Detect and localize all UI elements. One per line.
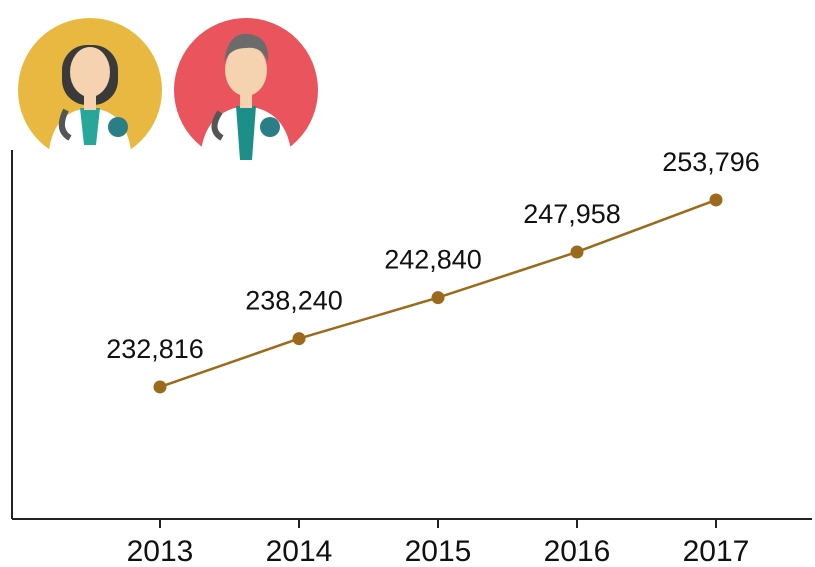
chart: 2013 2014 2015 2016 2017 232,816 238,240 242,84…	[0, 0, 815, 567]
data-point	[432, 291, 445, 304]
data-point	[154, 380, 167, 393]
data-label: 238,240	[245, 286, 343, 316]
x-tick-label: 2016	[544, 535, 611, 567]
x-tick-label: 2014	[266, 535, 333, 567]
data-point	[710, 193, 723, 206]
x-tick-label: 2015	[405, 535, 472, 567]
page: 2013 2014 2015 2016 2017 232,816 238,240 242,84…	[0, 0, 815, 567]
data-label: 232,816	[106, 334, 204, 364]
data-point	[571, 245, 584, 258]
data-point	[293, 332, 306, 345]
female-doctor-icon	[18, 18, 162, 162]
data-label: 242,840	[384, 245, 482, 275]
data-label: 253,796	[662, 147, 760, 177]
x-tick-label: 2013	[127, 535, 194, 567]
data-label: 247,958	[523, 199, 621, 229]
male-doctor-icon	[174, 18, 318, 162]
x-tick-label: 2017	[683, 535, 750, 567]
